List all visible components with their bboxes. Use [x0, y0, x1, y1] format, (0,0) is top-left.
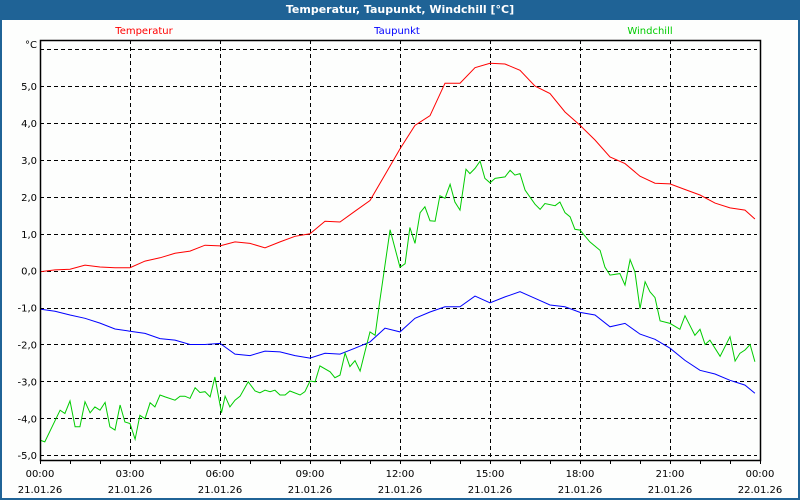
- x-tick-date-label: 21.01.26: [378, 485, 423, 496]
- x-tick-time-label: 06:00: [206, 469, 235, 480]
- x-tick-date-label: 21.01.26: [18, 485, 63, 496]
- x-tick-time-label: 21:00: [656, 469, 685, 480]
- x-tick-date-label: 22.01.26: [738, 485, 783, 496]
- x-tick-time-label: 09:00: [296, 469, 325, 480]
- y-tick-label: -1,0: [17, 304, 37, 315]
- x-tick-date-label: 21.01.26: [108, 485, 153, 496]
- x-tick-time-label: 18:00: [566, 469, 595, 480]
- gridlines: [40, 40, 757, 460]
- x-tick-time-label: 12:00: [386, 469, 415, 480]
- y-tick-label: -5,0: [17, 451, 37, 462]
- y-tick-label: 4,0: [21, 119, 37, 130]
- x-tick-date-label: 21.01.26: [468, 485, 513, 496]
- x-tick-time-label: 00:00: [746, 469, 775, 480]
- y-tick-label: 1,0: [21, 230, 37, 241]
- x-tick-date-label: 21.01.26: [288, 485, 333, 496]
- x-tick-time-label: 00:00: [26, 469, 55, 480]
- y-tick-label: -2,0: [17, 340, 37, 351]
- legend-entry-temperatur: Temperatur: [114, 26, 173, 37]
- series-line-windchill: [39, 159, 756, 443]
- x-tick-date-label: 21.01.26: [648, 485, 693, 496]
- y-tick-label: -4,0: [17, 414, 37, 425]
- y-tick-label: 5,0: [21, 82, 37, 93]
- x-tick-time-label: 15:00: [476, 469, 505, 480]
- y-tick-label: 2,0: [21, 193, 37, 204]
- series-lines: [39, 62, 756, 443]
- x-tick-time-label: 03:00: [116, 469, 145, 480]
- y-tick-label: 3,0: [21, 156, 37, 167]
- legend-entry-windchill: Windchill: [627, 26, 672, 37]
- legend-entry-taupunkt: Taupunkt: [373, 26, 420, 37]
- x-tick-date-label: 21.01.26: [198, 485, 243, 496]
- series-line-temperatur: [39, 62, 756, 273]
- axes: [39, 39, 762, 464]
- y-tick-label: -3,0: [17, 377, 37, 388]
- window-title: Temperatur, Taupunkt, Windchill [°C]: [0, 0, 800, 20]
- y-axis-unit-label: °C: [25, 40, 37, 51]
- legend: Temperatur Taupunkt Windchill: [114, 26, 672, 37]
- series-line-taupunkt: [39, 291, 756, 394]
- y-tick-label: 0,0: [21, 267, 37, 278]
- x-tick-date-label: 21.01.26: [558, 485, 603, 496]
- tick-labels: 5,0 4,0 3,0 2,0 1,0 0,0 -1,0 -2,0 -3,0 -4,0 -5,0 00…: [17, 82, 782, 496]
